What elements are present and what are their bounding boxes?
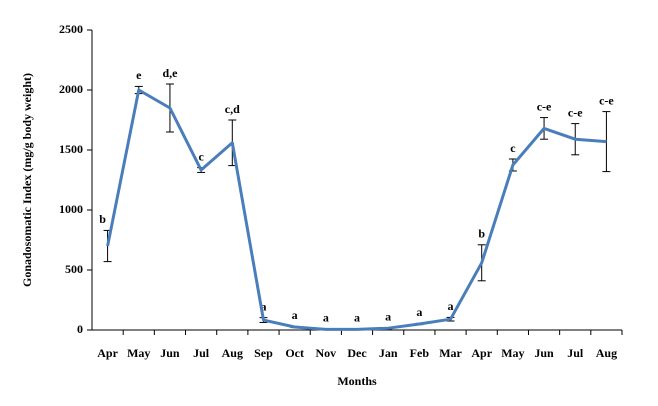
y-tick-label: 2000 (59, 82, 83, 96)
x-tick-label: Sep (254, 346, 273, 360)
x-tick-label: May (127, 346, 150, 360)
x-tick-label: Apr (471, 346, 492, 360)
data-annotation: a (416, 305, 422, 319)
data-annotation: c-e (599, 93, 614, 107)
y-tick-label: 1000 (59, 202, 83, 216)
x-tick-label: Nov (315, 346, 336, 360)
x-tick-label: Oct (285, 346, 304, 360)
data-annotation: c,d (225, 102, 240, 116)
data-annotation: b (99, 212, 106, 226)
y-tick-label: 500 (65, 262, 83, 276)
data-annotation: b (478, 227, 485, 241)
data-annotation: a (448, 299, 454, 313)
x-tick-label: Aug (222, 346, 243, 360)
x-tick-label: Dec (347, 346, 367, 360)
x-tick-label: May (501, 346, 524, 360)
x-tick-label: Apr (97, 346, 118, 360)
data-annotation: c-e (537, 99, 552, 113)
x-axis-title: Months (337, 374, 377, 388)
x-tick-label: Jul (567, 346, 584, 360)
data-annotation: c (510, 141, 516, 155)
x-tick-label: Aug (596, 346, 617, 360)
y-axis-title: Gonadosomatic Index (mg/g body weight) (20, 73, 34, 287)
data-annotation: a (385, 309, 391, 323)
data-annotation: c (198, 149, 204, 163)
data-annotation: a (323, 311, 329, 325)
y-tick-label: 1500 (59, 142, 83, 156)
x-tick-label: Mar (439, 346, 462, 360)
x-tick-label: Jun (534, 346, 554, 360)
data-annotation: a (292, 308, 298, 322)
x-tick-label: Jul (193, 346, 210, 360)
x-tick-label: Jun (160, 346, 180, 360)
line (106, 88, 607, 331)
data-annotation: d,e (162, 66, 178, 80)
y-tick-label: 0 (77, 322, 83, 336)
data-annotation: a (260, 299, 266, 313)
x-tick-label: Jan (379, 346, 398, 360)
y-tick-label: 2500 (59, 22, 83, 36)
data-annotation: c-e (568, 105, 583, 119)
data-annotation: e (136, 68, 142, 82)
x-tick-label: Feb (410, 346, 430, 360)
data-annotation: a (354, 311, 360, 325)
